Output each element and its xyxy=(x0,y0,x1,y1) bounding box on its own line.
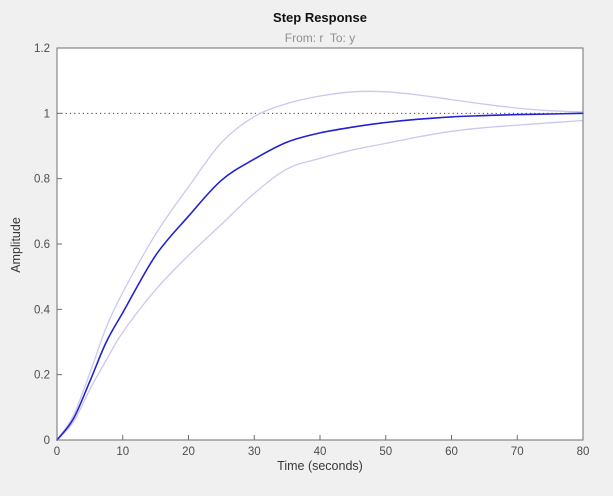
y-tick-label: 0.6 xyxy=(34,239,50,251)
chart-subtitle: From: r To: y xyxy=(284,31,356,45)
x-tick-label: 50 xyxy=(379,446,392,458)
confidence-upper-curve[interactable] xyxy=(56,90,584,441)
confidence-lower-curve[interactable] xyxy=(56,119,584,441)
x-tick-label: 60 xyxy=(445,446,458,458)
x-tick-label: 20 xyxy=(182,446,195,458)
x-tick-label: 80 xyxy=(577,446,590,458)
x-tick-label: 70 xyxy=(511,446,524,458)
x-axis-label: Time (seconds) xyxy=(277,459,363,473)
y-tick-label: 0.8 xyxy=(34,174,50,186)
x-tick-label: 0 xyxy=(54,446,60,458)
x-tick-label: 10 xyxy=(116,446,129,458)
y-tick-label: 1.2 xyxy=(34,43,50,55)
y-tick-label: 1 xyxy=(44,108,50,120)
y-tick-label: 0 xyxy=(44,435,50,447)
y-tick-label: 0.2 xyxy=(34,370,50,382)
x-tick-label: 30 xyxy=(248,446,261,458)
y-axis-label: Amplitude xyxy=(9,217,23,273)
x-tick-label: 40 xyxy=(314,446,327,458)
y-tick-label: 0.4 xyxy=(34,304,51,316)
chart-title: Step Response xyxy=(273,10,367,25)
response-curve[interactable] xyxy=(56,112,584,441)
